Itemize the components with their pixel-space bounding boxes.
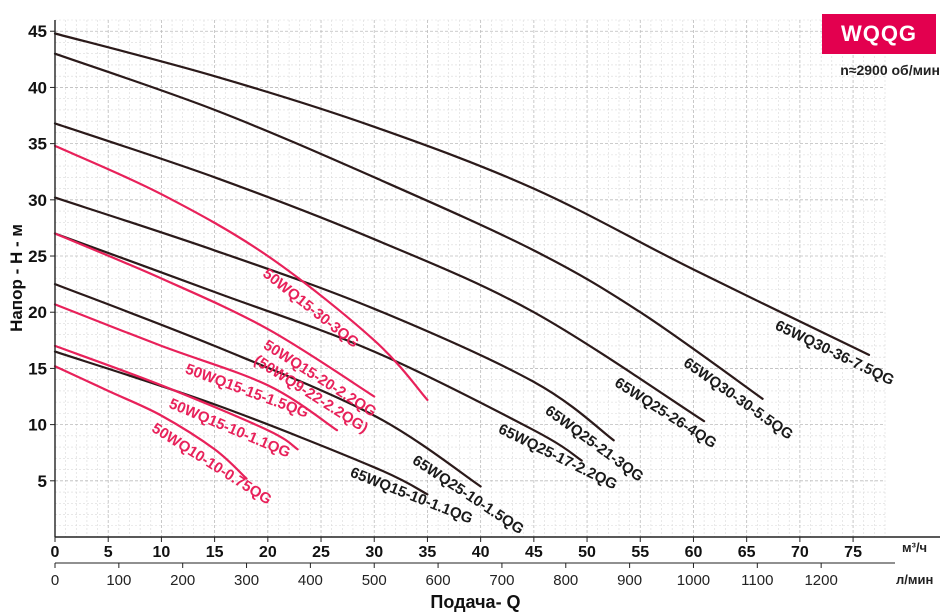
x-tick-label: 25 xyxy=(312,544,330,561)
series-line-8 xyxy=(53,144,429,401)
x-tick-label: 15 xyxy=(206,544,224,561)
x-secondary-tick-label: 600 xyxy=(426,572,451,589)
x-tick-label: 60 xyxy=(685,544,703,561)
major-grid xyxy=(54,20,885,537)
x-tick-label: 20 xyxy=(259,544,277,561)
y-tick-label: 30 xyxy=(28,191,47,210)
y-tick-label: 25 xyxy=(28,247,47,266)
x-secondary-tick-label: 1100 xyxy=(741,572,773,589)
series-layer xyxy=(53,32,871,496)
x-tick-label: 30 xyxy=(365,544,383,561)
speed-note: n≈2900 об/мин xyxy=(840,62,940,78)
y-tick-label: 15 xyxy=(28,359,47,378)
series-line-2 xyxy=(53,52,764,400)
series-line-3 xyxy=(53,122,706,423)
x-tick-label: 50 xyxy=(578,544,596,561)
curve-label-8: 50WQ15-30-3QG xyxy=(259,265,362,351)
y-tick-label: 20 xyxy=(28,303,47,322)
series-line-7 xyxy=(53,350,429,496)
x-tick-label: 75 xyxy=(844,544,862,561)
x-secondary-tick-label: 500 xyxy=(362,572,387,589)
series-line-5 xyxy=(53,232,583,462)
x-secondary-tick-label: 800 xyxy=(553,572,578,589)
x-tick-label: 40 xyxy=(472,544,490,561)
series-line-4 xyxy=(53,196,615,442)
axes: 5 10 15 20 25 30 35 40 45 0 5 10 15 20 25 30 35 40 45 50 55 6… xyxy=(28,20,940,589)
x-secondary-tick-label: 1000 xyxy=(677,572,710,589)
x-tick-label: 70 xyxy=(791,544,809,561)
x-tick-label: 5 xyxy=(104,544,113,561)
y-axis-title: Напор - H - м xyxy=(7,224,26,332)
x-unit-secondary: л/мин xyxy=(896,572,934,587)
series-line-9 xyxy=(53,232,376,398)
x-secondary-tick-label: 200 xyxy=(170,572,195,589)
x-secondary-tick-label: 100 xyxy=(106,572,131,589)
x-secondary-tick-label: 300 xyxy=(234,572,259,589)
curve-label-1: 65WQ30-36-7.5QG xyxy=(772,317,896,389)
series-line-12 xyxy=(53,365,248,480)
x-tick-label: 55 xyxy=(631,544,649,561)
y-tick-label: 45 xyxy=(28,22,47,41)
series-line-1 xyxy=(53,32,871,356)
x-tick-label: 10 xyxy=(153,544,171,561)
x-tick-label: 35 xyxy=(419,544,437,561)
x-secondary-tick-label: 900 xyxy=(617,572,642,589)
x-secondary-tick-label: 0 xyxy=(51,572,59,589)
series-line-6 xyxy=(53,283,482,488)
x-tick-label: 45 xyxy=(525,544,543,561)
series-line-10 xyxy=(53,303,339,432)
y-tick-label: 40 xyxy=(28,78,47,97)
series-line-11 xyxy=(53,344,299,451)
x-tick-label: 0 xyxy=(51,544,60,561)
x-axis-title: Подача- Q xyxy=(430,592,521,612)
x-secondary-tick-label: 1200 xyxy=(804,572,837,589)
y-tick-label: 5 xyxy=(38,472,47,491)
x-unit-primary: м³/ч xyxy=(902,540,928,555)
model-badge: WQQG xyxy=(822,14,936,54)
y-tick-label: 10 xyxy=(28,416,47,435)
x-tick-label: 65 xyxy=(738,544,756,561)
x-secondary-tick-label: 400 xyxy=(298,572,323,589)
y-tick-label: 35 xyxy=(28,135,47,154)
x-secondary-tick-label: 700 xyxy=(489,572,514,589)
